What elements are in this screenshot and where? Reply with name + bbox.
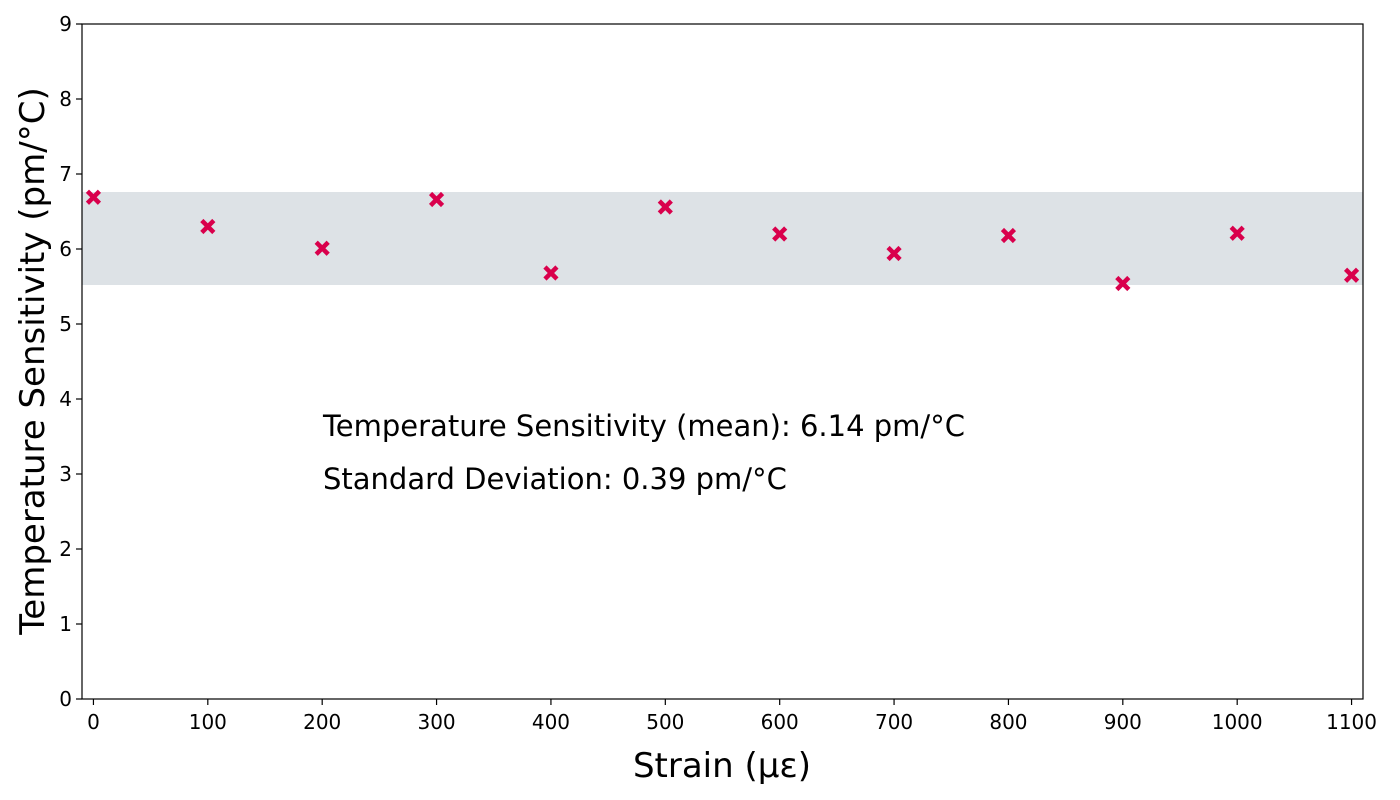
y-tick-label: 2 <box>59 537 72 561</box>
axis-ticks-layer: 0 100 200 300 400 500 600 700 800 900 1000 1100 0 1 2 3… <box>59 12 1377 734</box>
y-tick-label: 1 <box>59 612 72 636</box>
x-tick-label: 200 <box>303 710 341 734</box>
x-tick-label: 700 <box>875 710 913 734</box>
annotation-std-dev: Standard Deviation: 0.39 pm/°C <box>323 462 787 496</box>
y-tick-label: 5 <box>59 312 72 336</box>
data-point <box>1115 275 1131 292</box>
data-point <box>1000 227 1017 244</box>
x-tick-label: 0 <box>87 710 100 734</box>
annotation-mean: Temperature Sensitivity (mean): 6.14 pm/… <box>322 409 965 443</box>
x-tick-label: 1000 <box>1212 710 1263 734</box>
plot-frame <box>81 23 1364 700</box>
x-tick-label: 100 <box>189 710 227 734</box>
x-tick-label: 900 <box>1104 710 1142 734</box>
data-point <box>428 191 445 208</box>
x-tick-label: 600 <box>761 710 799 734</box>
data-point <box>85 189 102 205</box>
y-tick-label: 4 <box>59 387 72 411</box>
y-tick-label: 8 <box>59 87 72 111</box>
x-tick-label: 800 <box>989 710 1027 734</box>
y-tick-label: 3 <box>59 462 72 486</box>
data-point <box>314 240 330 256</box>
data-point <box>200 218 216 235</box>
y-tick-label: 9 <box>59 12 72 36</box>
x-tick-label: 300 <box>417 710 455 734</box>
data-point <box>772 226 788 242</box>
y-tick-label: 7 <box>59 162 72 186</box>
y-axis-title: Temperature Sensitivity (pm/°C) <box>13 87 53 635</box>
data-point <box>657 199 673 215</box>
data-points-layer <box>85 189 1360 292</box>
y-tick-label: 0 <box>59 687 72 711</box>
y-tick-label: 6 <box>59 237 72 261</box>
std-band-layer <box>82 192 1363 285</box>
x-tick-label: 400 <box>532 710 570 734</box>
data-point <box>886 245 902 262</box>
x-tick-label: 500 <box>646 710 684 734</box>
x-axis-title: Strain (με) <box>633 746 811 786</box>
x-tick-label: 1100 <box>1326 710 1377 734</box>
data-point <box>1343 267 1360 283</box>
data-point <box>1229 225 1245 241</box>
std-deviation-band <box>82 192 1363 285</box>
data-point <box>543 265 559 281</box>
